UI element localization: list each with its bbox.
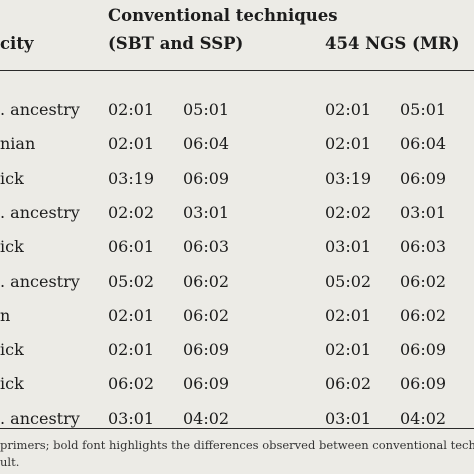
conventional-allele2-cell: 06:02 xyxy=(183,272,230,291)
ngs-allele2-cell: 06:02 xyxy=(400,272,447,291)
ngs-allele1-cell: 02:01 xyxy=(325,100,372,119)
ethnicity-cell: n xyxy=(0,306,11,325)
conventional-allele2-cell: 04:02 xyxy=(183,409,230,428)
ngs-allele2-cell: 06:04 xyxy=(400,134,447,153)
conventional-allele1-cell: 03:19 xyxy=(108,169,155,188)
conventional-allele2-cell: 06:03 xyxy=(183,237,230,256)
ngs-allele2-cell: 05:01 xyxy=(400,100,447,119)
header-conventional-line2: (SBT and SSP) xyxy=(108,34,244,53)
conventional-allele2-cell: 06:09 xyxy=(183,340,230,359)
header-conventional-line1: Conventional techniques xyxy=(108,6,338,25)
ngs-allele1-cell: 02:01 xyxy=(325,306,372,325)
ethnicity-cell: . ancestry xyxy=(0,409,80,428)
ngs-allele2-cell: 06:02 xyxy=(400,306,447,325)
ngs-allele1-cell: 06:02 xyxy=(325,374,372,393)
header-rule xyxy=(0,70,474,71)
conventional-allele2-cell: 06:09 xyxy=(183,169,230,188)
conventional-allele2-cell: 06:09 xyxy=(183,374,230,393)
ngs-allele1-cell: 03:01 xyxy=(325,409,372,428)
ngs-allele2-cell: 03:01 xyxy=(400,203,447,222)
conventional-allele1-cell: 05:02 xyxy=(108,272,155,291)
ngs-allele2-cell: 06:09 xyxy=(400,169,447,188)
ngs-allele1-cell: 03:19 xyxy=(325,169,372,188)
ethnicity-cell: . ancestry xyxy=(0,100,80,119)
conventional-allele1-cell: 02:01 xyxy=(108,340,155,359)
conventional-allele2-cell: 05:01 xyxy=(183,100,230,119)
conventional-allele1-cell: 02:01 xyxy=(108,134,155,153)
ngs-allele2-cell: 06:03 xyxy=(400,237,447,256)
ngs-allele1-cell: 02:01 xyxy=(325,134,372,153)
header-ethnicity: city xyxy=(0,34,34,53)
conventional-allele2-cell: 06:02 xyxy=(183,306,230,325)
ngs-allele1-cell: 05:02 xyxy=(325,272,372,291)
footnote-line2: ult. xyxy=(0,455,20,469)
header-ngs: 454 NGS (MR) xyxy=(325,34,460,53)
ngs-allele2-cell: 06:09 xyxy=(400,374,447,393)
ethnicity-cell: . ancestry xyxy=(0,272,80,291)
ngs-allele2-cell: 04:02 xyxy=(400,409,447,428)
ngs-allele2-cell: 06:09 xyxy=(400,340,447,359)
conventional-allele1-cell: 06:01 xyxy=(108,237,155,256)
conventional-allele1-cell: 06:02 xyxy=(108,374,155,393)
ngs-allele1-cell: 03:01 xyxy=(325,237,372,256)
bottom-rule xyxy=(0,428,474,429)
conventional-allele1-cell: 02:01 xyxy=(108,100,155,119)
conventional-allele1-cell: 02:01 xyxy=(108,306,155,325)
conventional-allele1-cell: 03:01 xyxy=(108,409,155,428)
ethnicity-cell: nian xyxy=(0,134,36,153)
ethnicity-cell: ick xyxy=(0,237,24,256)
ethnicity-cell: ick xyxy=(0,169,24,188)
conventional-allele2-cell: 03:01 xyxy=(183,203,230,222)
ngs-allele1-cell: 02:01 xyxy=(325,340,372,359)
ngs-allele1-cell: 02:02 xyxy=(325,203,372,222)
ethnicity-cell: ick xyxy=(0,374,24,393)
ethnicity-cell: . ancestry xyxy=(0,203,80,222)
ethnicity-cell: ick xyxy=(0,340,24,359)
footnote-line1: primers; bold font highlights the differ… xyxy=(0,438,474,452)
conventional-allele1-cell: 02:02 xyxy=(108,203,155,222)
conventional-allele2-cell: 06:04 xyxy=(183,134,230,153)
